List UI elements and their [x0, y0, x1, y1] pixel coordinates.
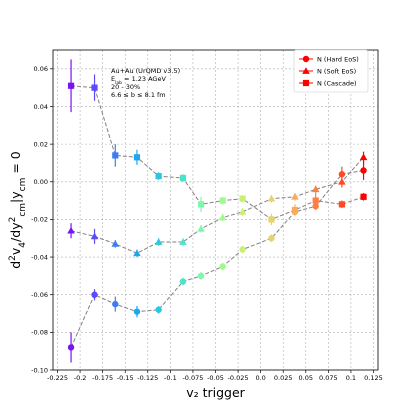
x-tick-label: 0.05	[299, 374, 313, 382]
x-tick-label: 0.0	[255, 374, 265, 382]
axis-ticks: -0.225 -0.2 -0.175 -0.15 -0.125 -0.1 -0.075 -0.…	[31, 65, 383, 382]
data-point-triangle	[338, 177, 346, 185]
data-point-triangle	[154, 238, 163, 245]
data-point-triangle	[311, 185, 320, 193]
x-tick-label: -0.225	[47, 374, 68, 382]
y-tick-label: -0.02	[31, 216, 48, 224]
y-tick-label: -0.04	[31, 253, 48, 261]
data-point-circle	[197, 272, 205, 280]
annotation-line-3: 20 - 30%	[111, 83, 140, 91]
y-title-part: 2	[8, 255, 18, 261]
data-point-square	[291, 206, 299, 214]
data-point-triangle	[90, 232, 99, 240]
x-tick-label: 0.075	[319, 374, 338, 382]
series-line-square	[71, 85, 364, 220]
y-tick-label: 0.00	[34, 178, 48, 186]
x-tick-label: 0.1	[346, 374, 356, 382]
annotation-box: Au+Au (UrQMD v3.5) Elab = 1.23 AGeV 20 -…	[111, 67, 180, 99]
annotation-line-1: Au+Au (UrQMD v3.5)	[111, 67, 180, 75]
y-title-part: v	[8, 247, 23, 255]
y-title-part: 4	[18, 242, 28, 248]
data-point-circle	[67, 344, 75, 351]
legend-marker-triangle	[302, 67, 310, 74]
data-point-square	[67, 82, 75, 89]
y-tick-label: 0.02	[34, 140, 48, 148]
x-tick-label: -0.025	[228, 374, 249, 382]
x-tick-label: 0.125	[364, 374, 383, 382]
data-point-square	[91, 84, 98, 91]
data-point-triangle	[359, 153, 368, 161]
series-lines	[70, 85, 364, 348]
data-point-square	[239, 195, 246, 202]
legend-marker-square	[302, 79, 310, 87]
grid	[53, 50, 378, 371]
data-point-square	[219, 197, 226, 204]
data-point-square	[338, 201, 345, 208]
data-point-square	[155, 173, 162, 180]
legend-label: N (Hard EoS)	[317, 55, 359, 63]
data-point-circle	[239, 246, 246, 253]
data-point-triangle	[291, 193, 299, 200]
y-title-part: d	[8, 261, 23, 269]
y-title-part: |	[8, 199, 23, 203]
annotation-line-4: 6.6 ≤ b ≤ 8.1 fm	[111, 91, 166, 99]
legend-label: N (Soft EoS)	[317, 67, 356, 75]
y-tick-label: -0.08	[31, 329, 48, 337]
y-tick-label: 0.06	[34, 65, 48, 73]
data-point-circle	[219, 263, 226, 270]
x-tick-label: -0.2	[74, 374, 87, 382]
data-point-triangle	[67, 226, 75, 234]
data-point-square	[360, 193, 367, 200]
y-title-part: cm	[18, 203, 28, 217]
y-tick-label: 0.04	[34, 103, 48, 111]
data-point-triangle	[111, 240, 120, 247]
legend-marker-circle	[302, 55, 310, 63]
y-title-part: /dy	[8, 222, 23, 242]
data-point-circle	[338, 171, 346, 178]
series-line-triangle	[70, 156, 364, 254]
y-title-part: = 0	[8, 151, 23, 177]
data-point-circle	[179, 278, 187, 285]
y-axis-title: d2v4/dy2cm|ycm = 0	[8, 151, 28, 269]
data-point-square	[133, 154, 141, 161]
data-point-triangle	[197, 225, 205, 232]
data-point-circle	[360, 167, 367, 174]
svg-text:d2v4/dy2cm|ycm = 0: d2v4/dy2cm|ycm = 0	[8, 151, 28, 269]
x-tick-label: -0.05	[207, 374, 224, 382]
x-tick-label: -0.15	[117, 374, 134, 382]
legend: N (Hard EoS) N (Soft EoS) N (Cascade)	[293, 49, 369, 93]
data-point-triangle	[218, 213, 227, 221]
data-point-circle	[133, 308, 141, 315]
y-title-part: 2	[8, 217, 18, 223]
series-line-circle	[70, 169, 364, 348]
data-point-square	[112, 152, 119, 159]
x-tick-label: -0.125	[137, 374, 158, 382]
data-point-square	[179, 174, 187, 182]
data-point-triangle	[267, 194, 276, 202]
y-title-part: y	[8, 191, 23, 199]
data-point-circle	[155, 306, 162, 313]
y-tick-label: -0.06	[31, 291, 48, 299]
y-title-part: cm	[18, 178, 28, 192]
data-point-triangle	[238, 208, 247, 215]
x-tick-label: -0.075	[182, 374, 203, 382]
annotation-line-2: Elab = 1.23 AGeV	[111, 75, 166, 86]
x-tick-label: -0.1	[164, 374, 177, 382]
data-point-square	[268, 216, 275, 223]
data-points	[67, 59, 368, 363]
data-point-triangle	[179, 238, 187, 245]
data-point-triangle	[133, 249, 141, 257]
y-tick-label: -0.10	[31, 366, 48, 374]
data-point-circle	[112, 300, 119, 308]
x-axis-title: v₂ trigger	[186, 385, 245, 400]
legend-label: N (Cascade)	[317, 79, 357, 87]
data-point-square	[312, 197, 319, 204]
x-tick-label: 0.025	[274, 374, 293, 382]
data-point-square	[197, 201, 205, 208]
data-point-circle	[91, 291, 98, 298]
x-tick-label: -0.175	[92, 374, 113, 382]
data-point-circle	[268, 235, 275, 242]
legend-box	[293, 49, 369, 93]
